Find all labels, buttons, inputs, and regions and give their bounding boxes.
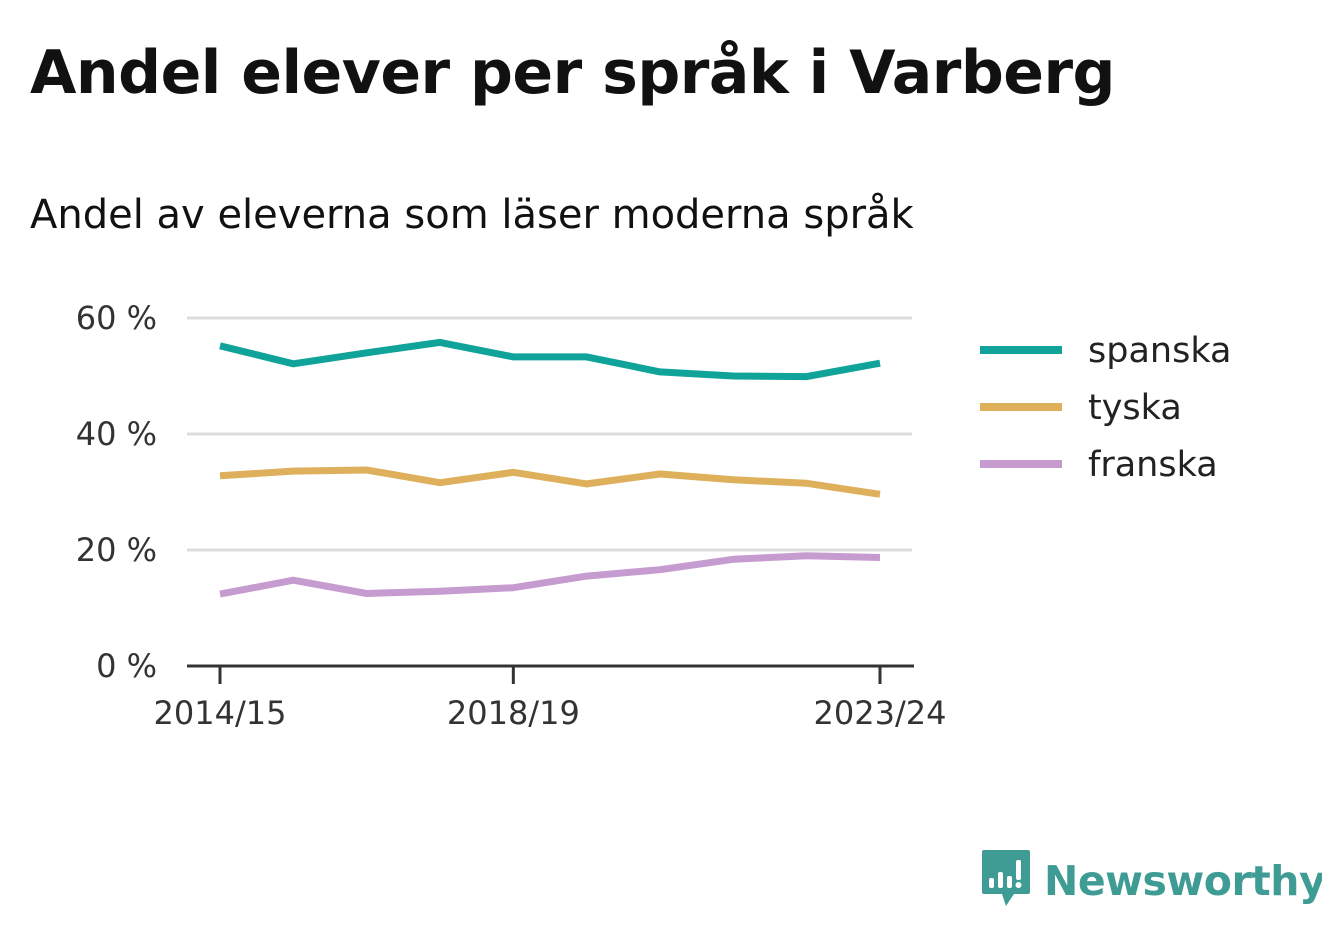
line-chart: 0 % 20 % 40 % 60 % 2014/15 2018/19 2023/24 sp… <box>76 299 1232 732</box>
chart-title: Andel elever per språk i Varberg <box>30 38 1116 108</box>
y-tick-label: 20 % <box>76 531 157 569</box>
x-axis: 2014/15 2018/19 2023/24 <box>154 664 947 732</box>
brand-logo: Newsworthy <box>980 848 1322 914</box>
series-line-tyska <box>219 466 881 498</box>
legend-label-spanska: spanska <box>1088 331 1231 371</box>
legend: spanska tyska franska <box>980 331 1231 485</box>
y-tick-label: 40 % <box>76 415 157 453</box>
series-line-franska <box>219 552 881 598</box>
series-lines <box>219 338 881 598</box>
legend-label-tyska: tyska <box>1088 388 1182 428</box>
y-tick-label: 60 % <box>76 299 157 337</box>
series-line-spanska <box>219 338 881 381</box>
legend-label-franska: franska <box>1088 445 1218 485</box>
x-tick-label: 2014/15 <box>154 694 287 732</box>
x-tick-label: 2023/24 <box>814 694 947 732</box>
brand-name: Newsworthy <box>1044 857 1322 905</box>
chart-subtitle: Andel av eleverna som läser moderna språ… <box>30 192 914 238</box>
x-tick-label: 2018/19 <box>447 694 580 732</box>
newsworthy-logo-icon <box>980 848 1032 914</box>
y-tick-label: 0 % <box>96 647 157 685</box>
gridlines: 0 % 20 % 40 % 60 % <box>76 299 912 685</box>
